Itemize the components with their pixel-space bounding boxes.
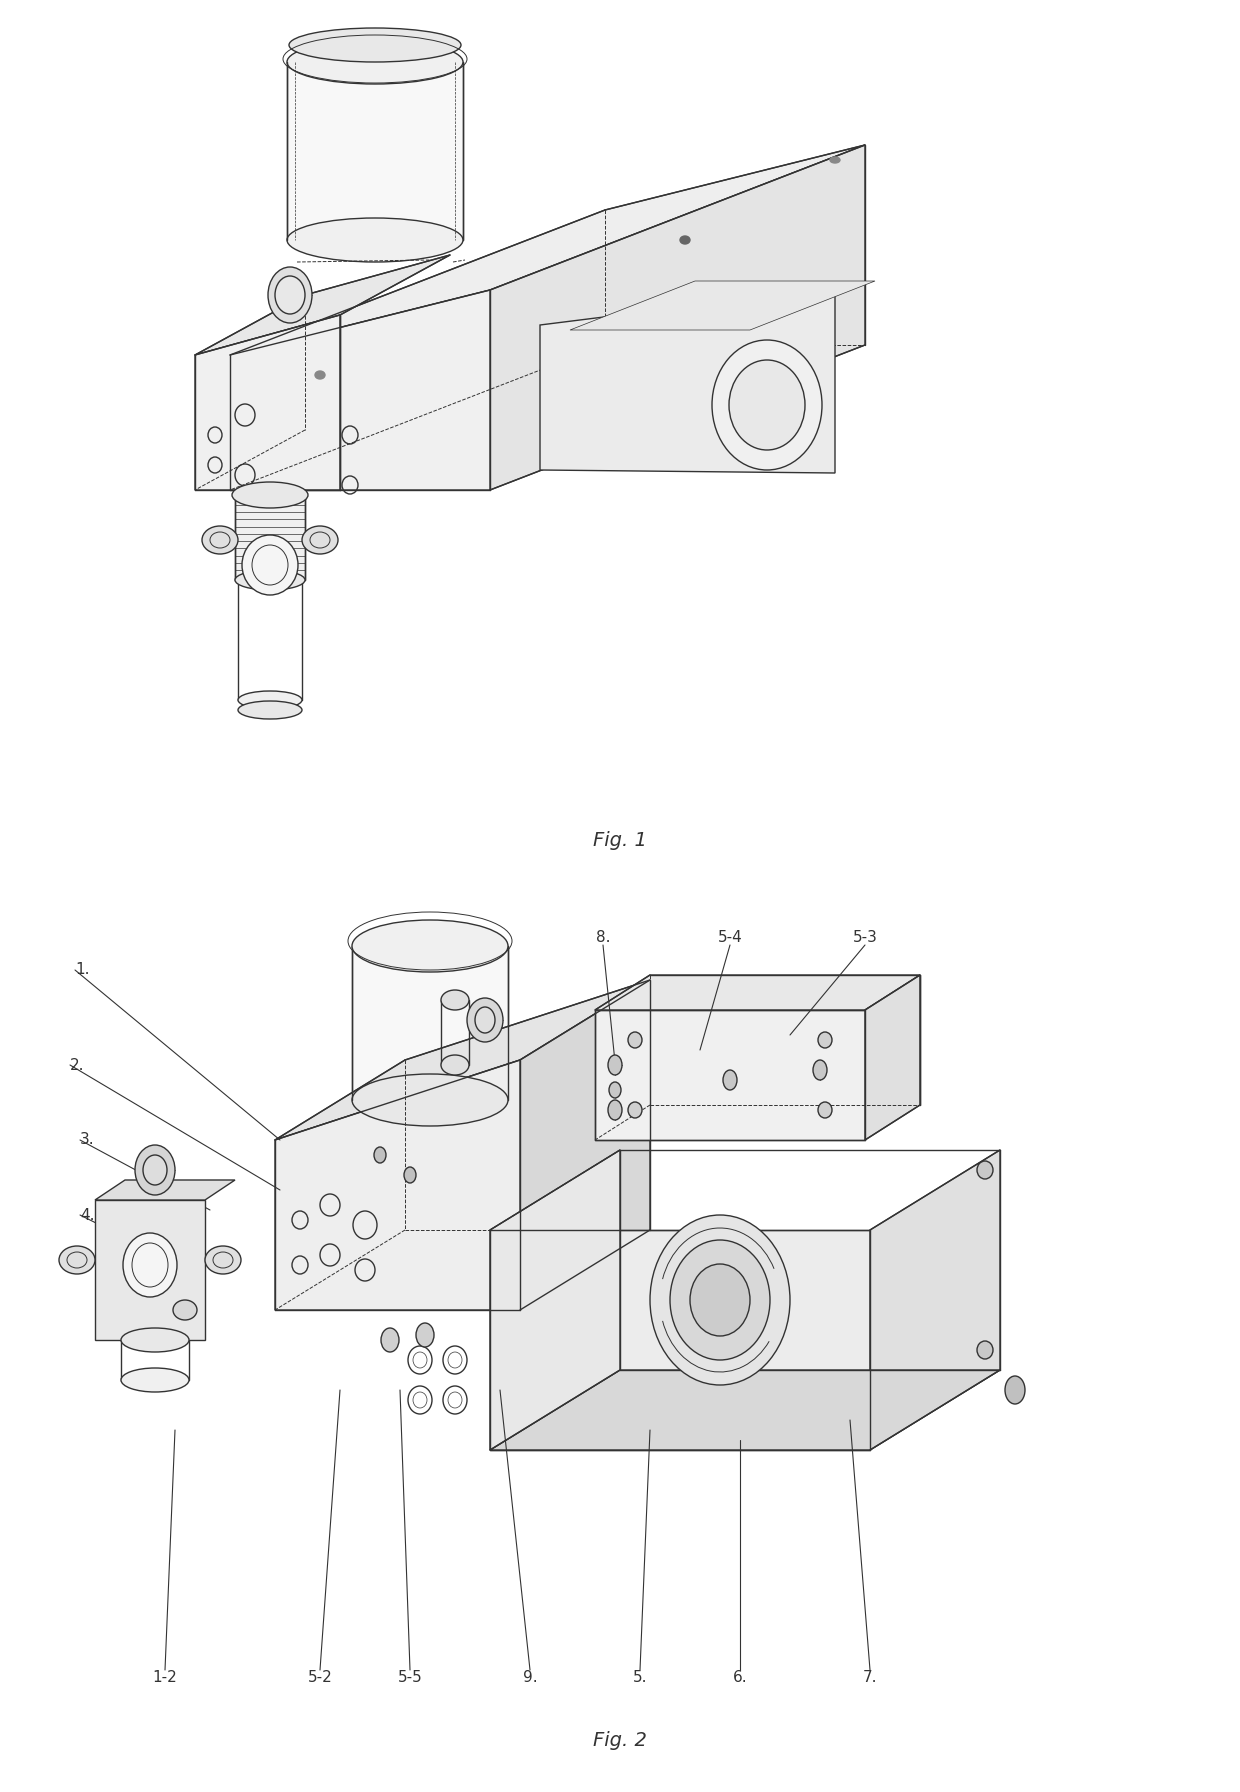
Ellipse shape [415, 1322, 434, 1348]
Ellipse shape [381, 1328, 399, 1351]
Text: 4.: 4. [81, 1208, 94, 1222]
Text: 5-5: 5-5 [398, 1670, 423, 1684]
Text: Fig. 1: Fig. 1 [593, 830, 647, 849]
Ellipse shape [242, 536, 298, 595]
Polygon shape [490, 1150, 620, 1450]
Ellipse shape [723, 1070, 737, 1090]
Polygon shape [95, 1179, 236, 1201]
Polygon shape [595, 975, 920, 1011]
Ellipse shape [977, 1340, 993, 1358]
Ellipse shape [202, 527, 238, 554]
Polygon shape [490, 145, 866, 489]
Polygon shape [286, 63, 463, 240]
Text: 5-2: 5-2 [308, 1670, 332, 1684]
Polygon shape [275, 980, 650, 1140]
Text: 5-3: 5-3 [853, 930, 878, 944]
Polygon shape [195, 315, 340, 489]
Polygon shape [866, 975, 920, 1140]
Polygon shape [539, 289, 835, 473]
Ellipse shape [977, 1161, 993, 1179]
Ellipse shape [143, 1156, 167, 1185]
Ellipse shape [1004, 1376, 1025, 1403]
Text: 9.: 9. [523, 1670, 537, 1684]
Text: 1-2: 1-2 [153, 1670, 177, 1684]
Ellipse shape [441, 989, 469, 1011]
Ellipse shape [404, 1167, 415, 1183]
Ellipse shape [441, 1055, 469, 1075]
Ellipse shape [813, 1061, 827, 1081]
Ellipse shape [135, 1145, 175, 1195]
Ellipse shape [609, 1082, 621, 1098]
Ellipse shape [627, 1102, 642, 1118]
Text: 2.: 2. [69, 1057, 84, 1072]
Ellipse shape [315, 371, 325, 378]
Polygon shape [352, 946, 508, 1100]
Polygon shape [229, 145, 866, 355]
Ellipse shape [238, 692, 303, 710]
Ellipse shape [289, 29, 461, 63]
Ellipse shape [205, 1245, 241, 1274]
Text: 3.: 3. [81, 1133, 94, 1147]
Polygon shape [520, 980, 650, 1310]
Ellipse shape [374, 1147, 386, 1163]
Ellipse shape [122, 1328, 188, 1351]
Text: 8.: 8. [595, 930, 610, 944]
Text: 5.: 5. [632, 1670, 647, 1684]
Polygon shape [95, 1201, 205, 1340]
Polygon shape [275, 1061, 520, 1310]
Text: Fig. 2: Fig. 2 [593, 1731, 647, 1749]
Ellipse shape [286, 219, 463, 262]
Text: 1.: 1. [74, 962, 89, 977]
Ellipse shape [123, 1233, 177, 1297]
Ellipse shape [275, 276, 305, 314]
Text: 6.: 6. [733, 1670, 748, 1684]
Ellipse shape [232, 482, 308, 507]
Ellipse shape [352, 1073, 508, 1125]
Polygon shape [195, 254, 450, 355]
Ellipse shape [818, 1032, 832, 1048]
Ellipse shape [467, 998, 503, 1041]
Ellipse shape [238, 701, 303, 719]
Ellipse shape [303, 527, 339, 554]
Ellipse shape [689, 1263, 750, 1337]
Ellipse shape [608, 1055, 622, 1075]
Text: 5-4: 5-4 [718, 930, 743, 944]
Ellipse shape [627, 1032, 642, 1048]
Ellipse shape [122, 1367, 188, 1392]
Ellipse shape [712, 340, 822, 470]
Ellipse shape [670, 1240, 770, 1360]
Ellipse shape [650, 1215, 790, 1385]
Ellipse shape [236, 570, 305, 590]
Polygon shape [236, 489, 305, 581]
Polygon shape [229, 290, 490, 489]
Polygon shape [595, 1011, 866, 1140]
Text: 7.: 7. [863, 1670, 877, 1684]
Ellipse shape [352, 919, 508, 971]
Ellipse shape [830, 158, 839, 163]
Polygon shape [570, 281, 875, 330]
Ellipse shape [174, 1299, 197, 1321]
Ellipse shape [268, 267, 312, 323]
Polygon shape [490, 1371, 999, 1450]
Ellipse shape [608, 1100, 622, 1120]
Ellipse shape [286, 39, 463, 84]
Ellipse shape [818, 1102, 832, 1118]
Ellipse shape [60, 1245, 95, 1274]
Polygon shape [490, 1229, 870, 1450]
Ellipse shape [475, 1007, 495, 1032]
Ellipse shape [680, 237, 689, 244]
Polygon shape [870, 1150, 999, 1450]
Ellipse shape [729, 360, 805, 450]
